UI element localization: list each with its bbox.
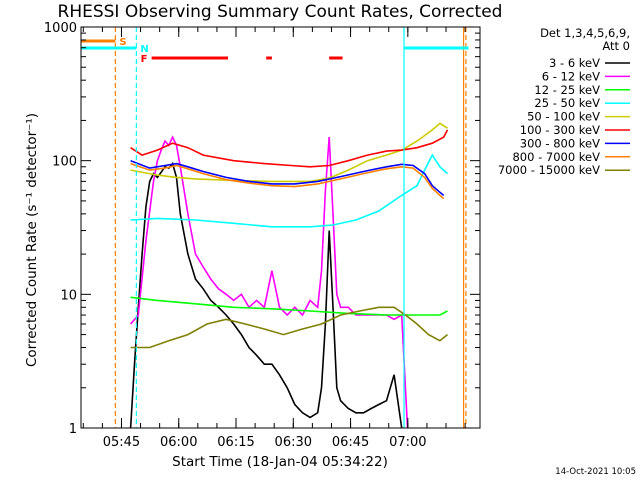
x-tick-label-1: 06:00 bbox=[160, 435, 197, 450]
series-line-7 bbox=[130, 159, 445, 197]
legend-label-1: 3 - 6 keV bbox=[549, 56, 600, 70]
flag-label-s: S bbox=[119, 37, 126, 48]
legend-label-6: 100 - 300 keV bbox=[520, 123, 600, 137]
y-tick-label-1000: 1000 bbox=[44, 21, 77, 36]
legend-header-line1: Det 1,3,4,5,6,9, bbox=[540, 26, 630, 40]
y-tick-label-1: 1 bbox=[69, 422, 77, 437]
y-tick-label-10: 10 bbox=[60, 288, 77, 303]
series-line-6 bbox=[130, 129, 449, 168]
flag-label-n: N bbox=[140, 44, 148, 55]
series-line-8 bbox=[130, 162, 445, 200]
y-axis-label-group: Corrected Count Rate (s⁻¹ detector⁻¹) bbox=[24, 113, 40, 367]
legend-header-line2: Att 0 bbox=[602, 39, 630, 53]
legend-label-3: 12 - 25 keV bbox=[534, 83, 600, 97]
chart-title: RHESSI Observing Summary Count Rates, Co… bbox=[58, 2, 503, 22]
x-tick-label-2: 06:15 bbox=[217, 435, 254, 450]
x-tick-label-5: 07:00 bbox=[389, 435, 426, 450]
series-group bbox=[129, 122, 449, 428]
flag-label-f: F bbox=[141, 54, 148, 65]
series-line-5 bbox=[130, 122, 448, 183]
x-tick-label-3: 06:30 bbox=[275, 435, 312, 450]
x-tick-label-4: 06:45 bbox=[332, 435, 369, 450]
legend-label-4: 25 - 50 keV bbox=[534, 96, 600, 110]
plot-frame bbox=[80, 26, 481, 429]
y-axis-label: Corrected Count Rate (s⁻¹ detector⁻¹) bbox=[24, 113, 40, 367]
legend-label-7: 300 - 800 keV bbox=[520, 136, 600, 150]
plot-area: S NF 1 10 100 1000 05:45 06:00 06:15 06:30 06:45 07… bbox=[44, 21, 481, 450]
timestamp: 14-Oct-2021 10:05 bbox=[555, 467, 636, 477]
legend-label-9: 7000 - 15000 keV bbox=[498, 163, 600, 177]
x-tick-label-0: 05:45 bbox=[103, 435, 140, 450]
legend-label-5: 50 - 100 keV bbox=[527, 110, 600, 124]
series-line-9 bbox=[130, 306, 449, 349]
x-axis-label: Start Time (18-Jan-04 05:34:22) bbox=[172, 454, 388, 470]
y-tick-label-100: 100 bbox=[52, 155, 77, 170]
legend-label-2: 6 - 12 keV bbox=[542, 69, 600, 83]
legend-label-8: 800 - 7000 keV bbox=[512, 150, 600, 164]
series-line-4 bbox=[130, 153, 449, 228]
